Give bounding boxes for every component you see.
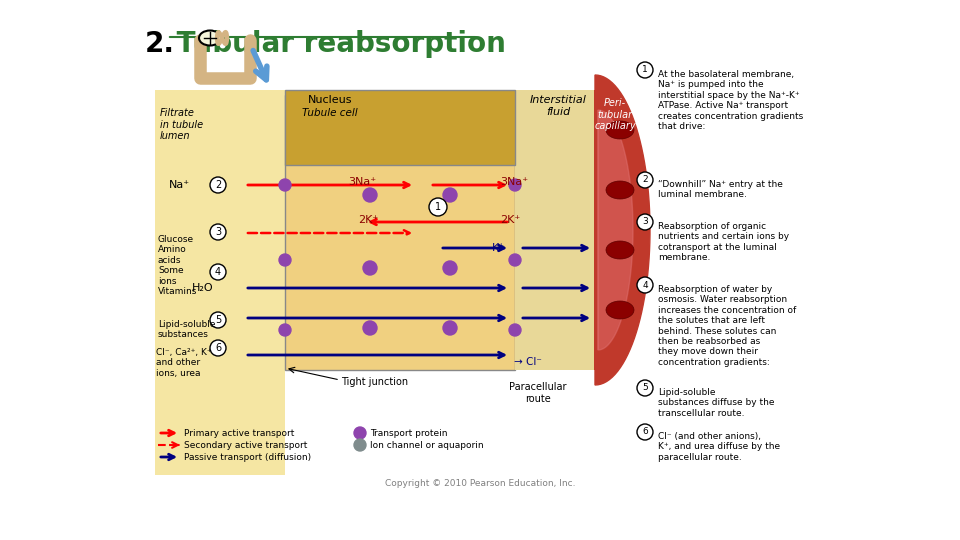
Circle shape bbox=[637, 214, 653, 230]
FancyBboxPatch shape bbox=[515, 90, 595, 370]
Ellipse shape bbox=[606, 301, 634, 319]
Circle shape bbox=[210, 177, 226, 193]
Text: 4: 4 bbox=[215, 267, 221, 277]
Text: 6: 6 bbox=[215, 343, 221, 353]
Text: Tight junction: Tight junction bbox=[342, 377, 409, 387]
Circle shape bbox=[363, 261, 377, 275]
Text: Filtrate
in tubule
lumen: Filtrate in tubule lumen bbox=[160, 108, 204, 141]
Text: 1: 1 bbox=[435, 202, 441, 212]
Circle shape bbox=[210, 264, 226, 280]
Circle shape bbox=[509, 324, 521, 336]
Text: Lipid-soluble
substances: Lipid-soluble substances bbox=[158, 320, 215, 340]
Text: 2: 2 bbox=[215, 180, 221, 190]
Polygon shape bbox=[598, 110, 633, 350]
Circle shape bbox=[637, 277, 653, 293]
Text: Secondary active transport: Secondary active transport bbox=[184, 441, 307, 449]
Ellipse shape bbox=[606, 121, 634, 139]
Text: Cl⁻, Ca²⁺, K⁺
and other
ions, urea: Cl⁻, Ca²⁺, K⁺ and other ions, urea bbox=[156, 348, 211, 378]
Circle shape bbox=[279, 179, 291, 191]
Circle shape bbox=[637, 62, 653, 78]
Circle shape bbox=[363, 188, 377, 202]
Text: Reabsorption of organic
nutrients and certain ions by
cotransport at the luminal: Reabsorption of organic nutrients and ce… bbox=[658, 222, 789, 262]
Text: Primary active transport: Primary active transport bbox=[184, 429, 295, 437]
Circle shape bbox=[637, 424, 653, 440]
Text: H₂O: H₂O bbox=[192, 283, 214, 293]
Text: Cl⁻ (and other anions),
K⁺, and urea diffuse by the
paracellular route.: Cl⁻ (and other anions), K⁺, and urea dif… bbox=[658, 432, 780, 462]
Text: Nucleus: Nucleus bbox=[308, 95, 352, 105]
Text: 2K⁺: 2K⁺ bbox=[358, 215, 378, 225]
Text: 3: 3 bbox=[642, 218, 648, 226]
Circle shape bbox=[210, 224, 226, 240]
Polygon shape bbox=[595, 75, 650, 385]
Text: 6: 6 bbox=[642, 428, 648, 436]
Text: “Downhill” Na⁺ entry at the
luminal membrane.: “Downhill” Na⁺ entry at the luminal memb… bbox=[658, 180, 782, 199]
Text: Reabsorption of water by
osmosis. Water reabsorption
increases the concentration: Reabsorption of water by osmosis. Water … bbox=[658, 285, 796, 367]
Text: Glucose
Amino
acids
Some
ions
Vitamins: Glucose Amino acids Some ions Vitamins bbox=[158, 235, 198, 296]
Text: Na⁺: Na⁺ bbox=[169, 180, 190, 190]
Text: Transport protein: Transport protein bbox=[370, 429, 447, 437]
Text: Tubule cell: Tubule cell bbox=[302, 108, 358, 118]
Ellipse shape bbox=[606, 241, 634, 259]
FancyBboxPatch shape bbox=[155, 90, 285, 475]
Circle shape bbox=[429, 198, 447, 216]
Text: 2.: 2. bbox=[145, 30, 175, 58]
Text: K⁺: K⁺ bbox=[492, 243, 505, 253]
Circle shape bbox=[443, 321, 457, 335]
Circle shape bbox=[354, 427, 366, 439]
Text: Ion channel or aquaporin: Ion channel or aquaporin bbox=[370, 441, 484, 449]
Ellipse shape bbox=[606, 181, 634, 199]
Text: 2K⁺: 2K⁺ bbox=[500, 215, 520, 225]
Circle shape bbox=[279, 254, 291, 266]
Circle shape bbox=[363, 321, 377, 335]
Text: 2: 2 bbox=[642, 176, 648, 185]
Text: Lipid-soluble
substances diffuse by the
transcellular route.: Lipid-soluble substances diffuse by the … bbox=[658, 388, 775, 418]
Text: → Cl⁻: → Cl⁻ bbox=[514, 357, 541, 367]
Text: Paracellular
route: Paracellular route bbox=[509, 382, 566, 403]
FancyBboxPatch shape bbox=[285, 90, 515, 165]
Ellipse shape bbox=[199, 30, 221, 45]
Circle shape bbox=[509, 179, 521, 191]
Text: 5: 5 bbox=[215, 315, 221, 325]
Circle shape bbox=[443, 261, 457, 275]
Circle shape bbox=[637, 380, 653, 396]
Text: At the basolateral membrane,
Na⁺ is pumped into the
interstitial space by the Na: At the basolateral membrane, Na⁺ is pump… bbox=[658, 70, 804, 131]
Text: Copyright © 2010 Pearson Education, Inc.: Copyright © 2010 Pearson Education, Inc. bbox=[385, 478, 575, 488]
Circle shape bbox=[637, 172, 653, 188]
Text: 5: 5 bbox=[642, 383, 648, 393]
Text: 3Na⁺: 3Na⁺ bbox=[348, 177, 376, 187]
Text: 3: 3 bbox=[215, 227, 221, 237]
Circle shape bbox=[210, 312, 226, 328]
Text: 4: 4 bbox=[642, 280, 648, 289]
FancyBboxPatch shape bbox=[285, 95, 515, 370]
Circle shape bbox=[354, 439, 366, 451]
Text: Interstitial
fluid: Interstitial fluid bbox=[530, 95, 587, 117]
Text: 3Na⁺: 3Na⁺ bbox=[500, 177, 528, 187]
Text: Peri-
tubular
capillary: Peri- tubular capillary bbox=[594, 98, 636, 131]
Text: Tubular reabsorption: Tubular reabsorption bbox=[167, 30, 506, 58]
Text: Passive transport (diffusion): Passive transport (diffusion) bbox=[184, 453, 311, 462]
Circle shape bbox=[210, 340, 226, 356]
Circle shape bbox=[279, 324, 291, 336]
Circle shape bbox=[443, 188, 457, 202]
Text: 1: 1 bbox=[642, 65, 648, 75]
Circle shape bbox=[509, 254, 521, 266]
